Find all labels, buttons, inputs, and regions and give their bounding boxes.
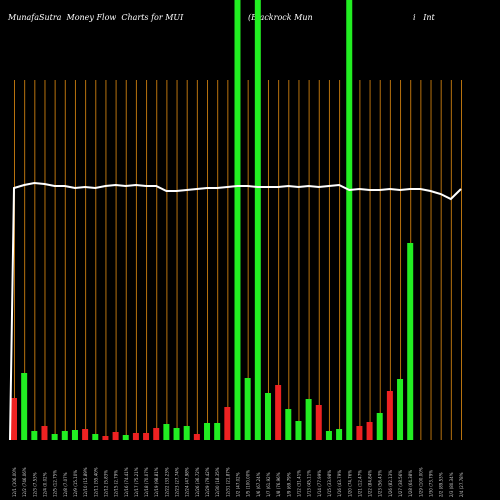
volume-bar bbox=[214, 423, 221, 440]
volume-bar bbox=[41, 426, 48, 440]
x-tick-label: 1/16 (43.79% bbox=[337, 470, 342, 497]
volume-bar bbox=[264, 393, 271, 440]
x-tick-label: 12/1 (106.00% bbox=[12, 467, 17, 497]
volume-bar bbox=[254, 0, 261, 440]
x-tick-label: 12/22 (33.23% bbox=[164, 467, 169, 497]
x-tick-label: 1/26 (82.13% bbox=[388, 470, 393, 497]
volume-bar bbox=[153, 428, 160, 440]
volume-bar bbox=[11, 398, 17, 440]
volume-bar bbox=[51, 434, 58, 440]
x-tick-label: 12/16 (74.41% bbox=[124, 467, 129, 497]
volume-bar bbox=[112, 432, 119, 440]
x-tick-label: 1/13 (45.11% bbox=[307, 470, 312, 497]
x-tick-label: 1/23 (56.43% bbox=[378, 470, 383, 497]
volume-bar bbox=[31, 431, 38, 440]
x-tick-label: 12/18 (70.07% bbox=[144, 467, 149, 497]
volume-bar bbox=[376, 413, 383, 440]
volume-bar bbox=[356, 426, 363, 440]
volume-bar bbox=[336, 429, 343, 440]
volume-bar bbox=[346, 0, 353, 440]
volume-bar bbox=[61, 431, 68, 440]
x-tick-label: 1/15 (33.98% bbox=[327, 470, 332, 497]
volume-bar bbox=[315, 405, 322, 440]
volume-bar bbox=[21, 373, 28, 440]
chart-title-suffix: i Int bbox=[413, 13, 435, 22]
volume-bar bbox=[285, 409, 292, 440]
volume-bar bbox=[122, 435, 129, 440]
volume-bar bbox=[183, 426, 190, 440]
x-tick-label: 12/19 (98.81% bbox=[154, 467, 159, 497]
volume-bar bbox=[193, 434, 200, 440]
volume-bar bbox=[386, 391, 393, 440]
volume-bars bbox=[11, 0, 414, 440]
volume-bar bbox=[132, 433, 139, 440]
volume-bar bbox=[305, 399, 312, 440]
x-tick-label: 12/26 (36.72% bbox=[195, 467, 200, 497]
x-tick-label: 12/9 (15.10% bbox=[73, 470, 78, 497]
chart-title-ticker: (Blackrock Mun bbox=[248, 13, 313, 22]
volume-bar bbox=[143, 433, 150, 440]
x-tick-label: 1/9 (69.79% bbox=[286, 472, 291, 497]
x-tick-label: 1/12 (31.41% bbox=[296, 470, 301, 497]
x-tick-label: 12/11 (55.40% bbox=[93, 467, 98, 497]
x-tick-label: 12/5 (12.75% bbox=[53, 470, 58, 497]
x-tick-label: 2/2 (89.53% bbox=[439, 472, 444, 497]
x-tick-label: 1/8 (76.96% bbox=[276, 472, 281, 497]
x-tick-label: 12/2 (746.06% bbox=[22, 467, 27, 497]
volume-bar bbox=[102, 436, 109, 440]
x-tick-label: 1/22 (84.84% bbox=[368, 470, 373, 497]
x-tick-label: 12/31 (21.87% bbox=[225, 467, 230, 497]
x-tick-label: 1/7 (61.92% bbox=[266, 472, 271, 497]
x-tick-label: 1/6 (67.24% bbox=[256, 472, 261, 497]
volume-bar bbox=[275, 385, 282, 440]
x-tick-label: 12/4 (0.02% bbox=[42, 472, 47, 497]
volume-bar bbox=[244, 378, 251, 440]
x-tick-label: 12/17 (75.21% bbox=[134, 467, 139, 497]
x-tick-label: 12/8 (7.07% bbox=[63, 472, 68, 497]
price-line-group bbox=[9, 181, 462, 441]
x-tick-label: 12/15 (2.79% bbox=[114, 470, 119, 497]
volume-bar bbox=[397, 379, 404, 440]
volume-bar bbox=[82, 429, 89, 440]
x-tick-label: 1/2 (47.02% bbox=[236, 472, 241, 497]
x-tick-label: 12/29 (79.42% bbox=[205, 467, 210, 497]
x-tick-label: 1/5 (100.00% bbox=[246, 470, 251, 497]
x-tick-label: 1/20 (74.76% bbox=[347, 470, 352, 497]
x-tick-label: 12/3 (7.53% bbox=[32, 472, 37, 497]
x-tick-label: 1/28 (64.38% bbox=[408, 470, 413, 497]
volume-bar bbox=[204, 423, 211, 440]
volume-bar bbox=[92, 434, 99, 440]
volume-bar bbox=[173, 428, 180, 440]
x-tick-label: 1/21 (12.47% bbox=[357, 470, 362, 497]
chart-title: MunafaSutra Money Flow Charts for MUI bbox=[8, 13, 184, 22]
x-tick-label: 1/30 (73.79% bbox=[429, 470, 434, 497]
x-tick-label: 2/4 (27.78% bbox=[459, 472, 464, 497]
x-tick-label: 1/29 (100.00% bbox=[418, 467, 423, 497]
volume-bar bbox=[366, 422, 373, 440]
x-tick-label: 12/12 (5.83% bbox=[103, 470, 108, 497]
volume-bar bbox=[295, 421, 302, 440]
volume-bar bbox=[163, 424, 170, 440]
x-tick-label: 12/24 (47.98% bbox=[185, 467, 190, 497]
x-tick-label: 2/3 (80.34% bbox=[449, 472, 454, 497]
volume-bar bbox=[71, 430, 78, 440]
x-tick-label: 1/27 (38.56% bbox=[398, 470, 403, 497]
volume-bar bbox=[325, 431, 332, 440]
x-tick-label: 12/10 (15.89% bbox=[83, 467, 88, 497]
x-tick-label: 12/23 (27.74% bbox=[175, 467, 180, 497]
volume-bar bbox=[407, 243, 414, 440]
price-line bbox=[9, 181, 462, 441]
volume-bar bbox=[234, 0, 241, 440]
x-axis-labels: 12/1 (106.00% 12/2 (746.06% 12/3 (7.53% 12/… bbox=[12, 467, 464, 497]
x-tick-label: 1/14 (77.99% bbox=[317, 470, 322, 497]
x-tick-label: 12/30 (18.35% bbox=[215, 467, 220, 497]
volume-bar bbox=[224, 407, 231, 440]
